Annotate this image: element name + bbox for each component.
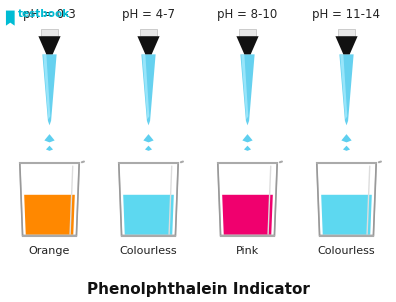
Polygon shape	[240, 54, 255, 125]
Polygon shape	[340, 54, 347, 119]
Text: Orange: Orange	[29, 246, 70, 256]
Polygon shape	[141, 54, 156, 125]
Polygon shape	[20, 163, 79, 236]
Text: Pink: Pink	[236, 246, 259, 256]
Polygon shape	[142, 54, 149, 119]
Polygon shape	[343, 146, 350, 151]
Bar	[140, 29, 157, 36]
Polygon shape	[143, 134, 154, 142]
Polygon shape	[137, 36, 160, 54]
Polygon shape	[218, 163, 277, 236]
Polygon shape	[321, 195, 372, 235]
Text: Phenolphthalein Indicator: Phenolphthalein Indicator	[87, 282, 309, 297]
Polygon shape	[46, 146, 53, 151]
Text: pH = 8-10: pH = 8-10	[217, 8, 278, 21]
Bar	[338, 29, 355, 36]
Text: Colourless: Colourless	[120, 246, 177, 256]
Text: testbook: testbook	[18, 9, 70, 19]
Polygon shape	[222, 195, 273, 235]
Polygon shape	[44, 134, 55, 142]
Text: pH = 4-7: pH = 4-7	[122, 8, 175, 21]
Polygon shape	[24, 195, 75, 235]
Polygon shape	[244, 146, 251, 151]
Polygon shape	[341, 134, 352, 142]
Polygon shape	[38, 36, 61, 54]
Text: pH = 0-3: pH = 0-3	[23, 8, 76, 21]
Polygon shape	[317, 163, 376, 236]
Polygon shape	[119, 163, 178, 236]
Bar	[41, 29, 58, 36]
Text: pH = 11-14: pH = 11-14	[312, 8, 381, 21]
Polygon shape	[145, 146, 152, 151]
Polygon shape	[6, 11, 15, 26]
Polygon shape	[42, 54, 57, 125]
Polygon shape	[236, 36, 259, 54]
Polygon shape	[43, 54, 50, 119]
Polygon shape	[242, 134, 253, 142]
Polygon shape	[123, 195, 174, 235]
Polygon shape	[335, 36, 358, 54]
Bar	[239, 29, 256, 36]
Text: Colourless: Colourless	[318, 246, 375, 256]
Polygon shape	[339, 54, 354, 125]
Polygon shape	[241, 54, 248, 119]
